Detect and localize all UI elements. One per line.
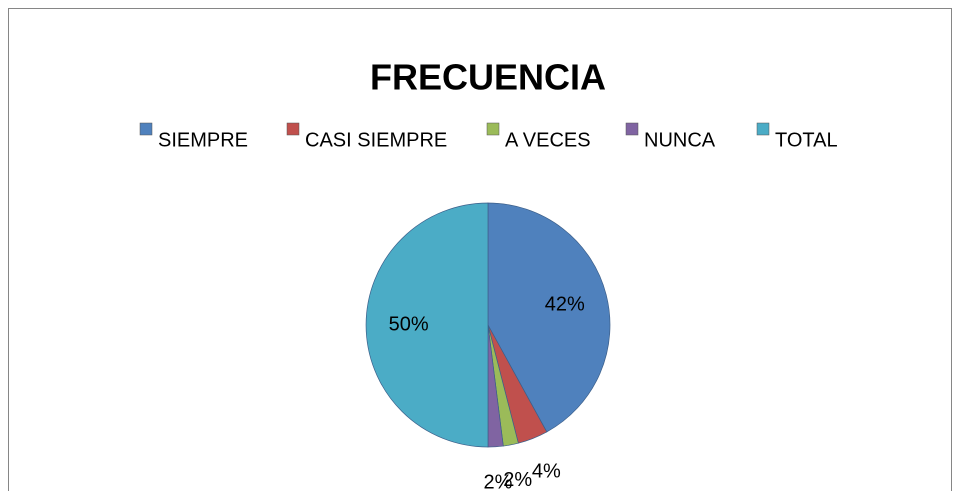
legend-swatch [756,122,770,136]
data-label: 2% [484,472,513,491]
data-label: 42% [545,294,585,316]
legend-swatch [486,122,500,136]
legend-label: SIEMPRE [158,129,248,151]
legend-swatch [625,122,639,136]
data-label: 2% [503,469,532,491]
legend-swatch [139,122,153,136]
chart-title: FRECUENCIA [370,57,606,98]
data-label: 50% [389,313,429,335]
legend-swatch [286,122,300,136]
pie-slice [365,202,489,448]
data-label: 4% [532,461,561,483]
legend-label: CASI SIEMPRE [305,129,447,151]
legend-label: NUNCA [644,129,716,151]
legend-label: TOTAL [775,129,838,151]
legend-label: A VECES [505,129,591,151]
pie-slice [487,202,611,433]
